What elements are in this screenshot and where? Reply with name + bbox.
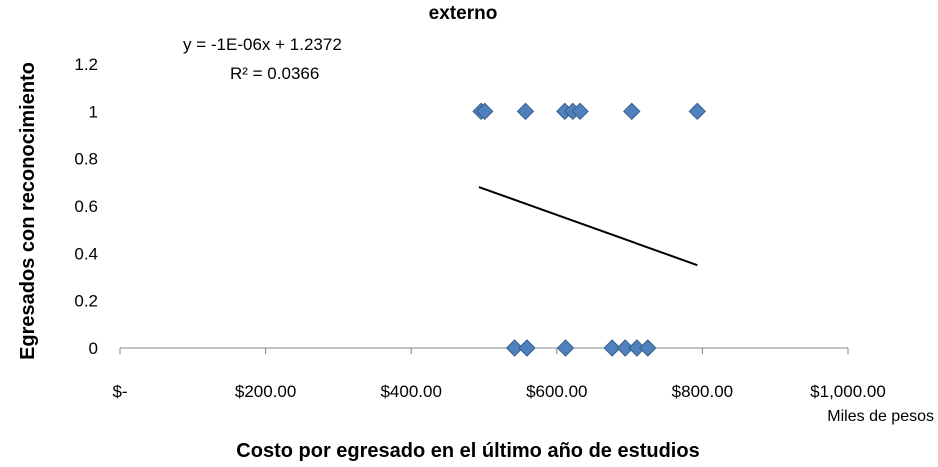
y-tick-label: 0.6: [74, 197, 98, 216]
chart-title: externo: [429, 3, 498, 24]
x-tick-label: $1,000.00: [810, 382, 886, 401]
x-tick-label: $600.00: [526, 382, 587, 401]
x-axis-unit-label: Miles de pesos: [827, 408, 934, 425]
y-tick-label: 0.8: [74, 150, 98, 169]
data-point: [518, 339, 536, 357]
y-axis-ticks: 0 0.2 0.4 0.6 0.8 1 1.2: [74, 55, 98, 358]
data-point: [623, 102, 641, 121]
data-point: [616, 339, 634, 357]
y-tick-label: 1.2: [74, 55, 98, 74]
x-tick-label: $800.00: [672, 382, 733, 401]
data-point: [476, 102, 494, 121]
trendline-equation: y = -1E-06x + 1.2372: [183, 35, 342, 54]
x-tick-label: $200.00: [235, 382, 296, 401]
y-tick-label: 0.4: [74, 244, 98, 263]
y-tick-label: 0.2: [74, 292, 98, 311]
y-tick-label: 1: [89, 102, 98, 121]
y-tick-label: 0: [89, 339, 98, 358]
data-point: [603, 339, 621, 357]
trendline: [478, 186, 698, 267]
x-axis-ticks: $- $200.00 $400.00 $600.00 $800.00 $1,000.00: [112, 348, 886, 401]
y-axis-label: Egresados con reconocimiento: [17, 62, 39, 360]
data-points: [472, 102, 707, 357]
x-axis-label: Costo por egresado en el último año de e…: [236, 440, 699, 462]
x-tick-label: $400.00: [380, 382, 441, 401]
data-point: [571, 102, 589, 121]
r-squared-label: R² = 0.0366: [230, 64, 319, 83]
x-tick-label: $-: [112, 382, 127, 401]
data-point: [505, 339, 524, 357]
data-point: [688, 102, 707, 121]
data-point: [516, 102, 535, 121]
data-point: [639, 339, 657, 357]
data-point: [556, 339, 575, 357]
